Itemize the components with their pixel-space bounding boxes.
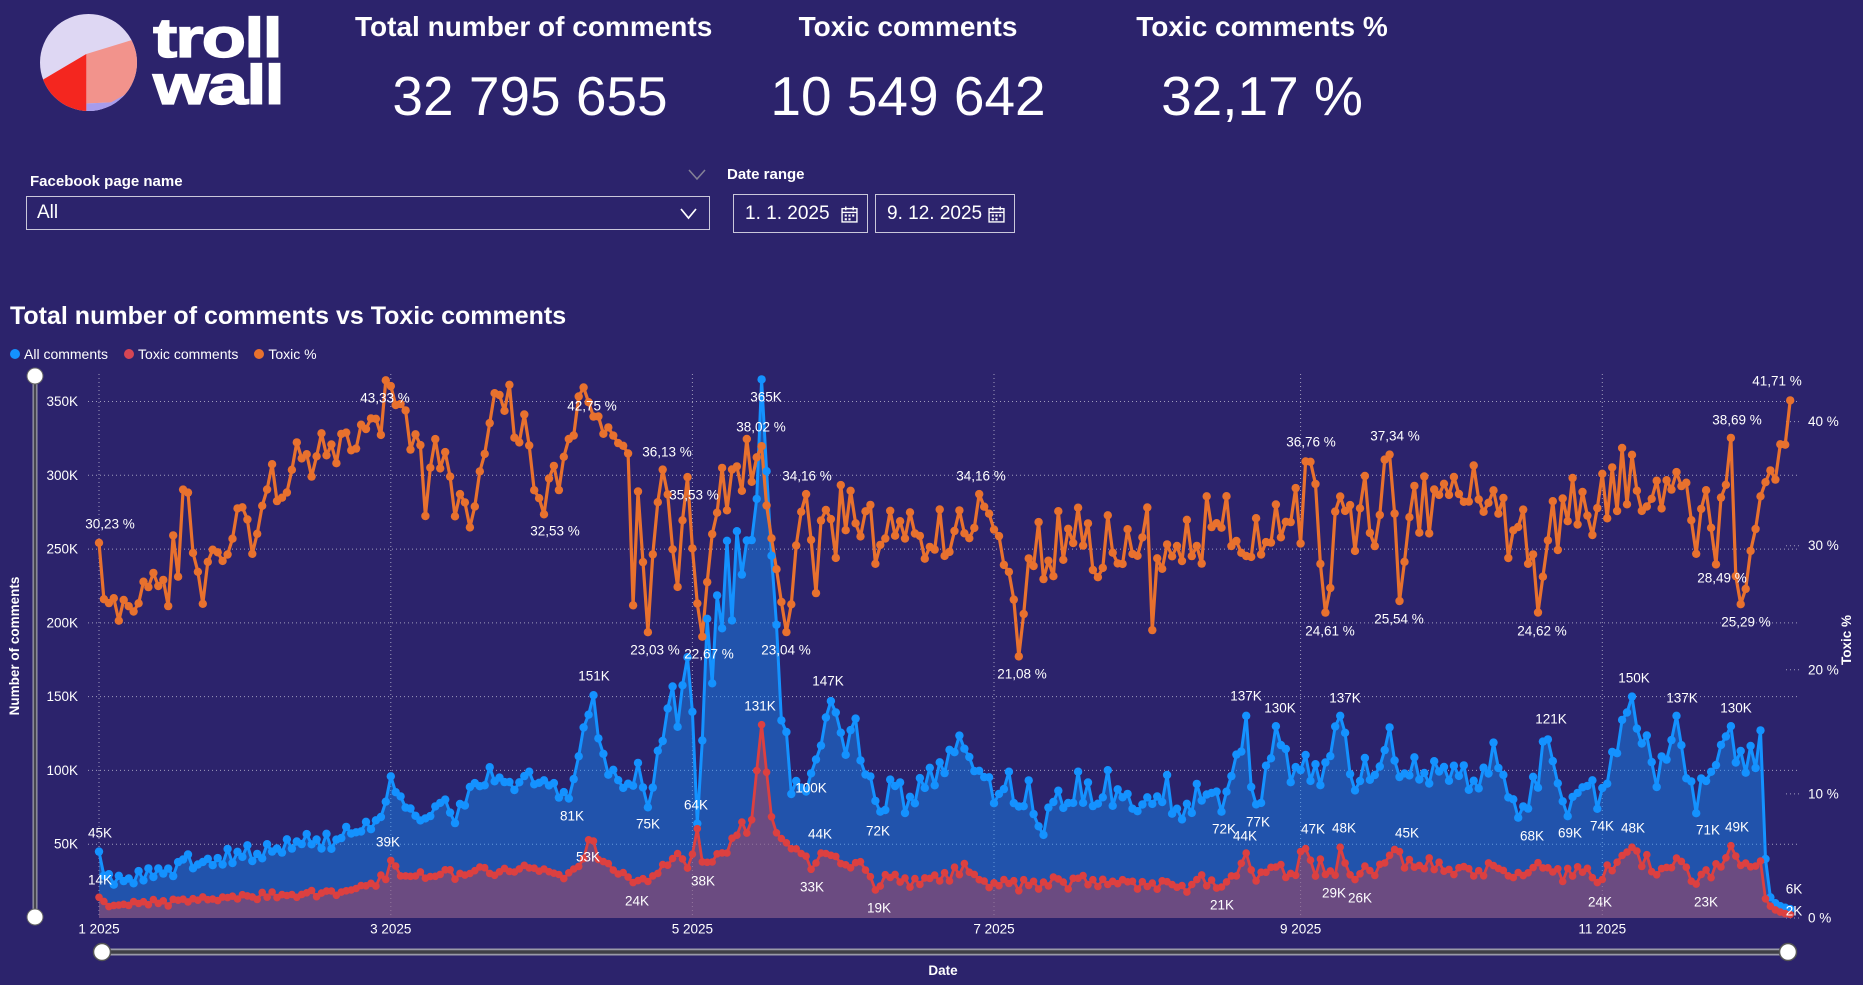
svg-text:30,23 %: 30,23 %	[85, 517, 135, 532]
svg-text:45K: 45K	[1395, 826, 1419, 841]
svg-text:45K: 45K	[88, 826, 112, 841]
svg-text:26K: 26K	[1348, 891, 1372, 906]
svg-text:100K: 100K	[795, 781, 827, 796]
svg-text:36,13 %: 36,13 %	[642, 445, 692, 460]
svg-text:1 2025: 1 2025	[78, 922, 119, 937]
svg-text:28,49 %: 28,49 %	[1697, 571, 1747, 586]
svg-text:22,67 %: 22,67 %	[684, 647, 734, 662]
svg-text:81K: 81K	[560, 809, 584, 824]
svg-text:72K: 72K	[866, 824, 890, 839]
svg-text:29K: 29K	[1322, 886, 1346, 901]
svg-text:34,16 %: 34,16 %	[956, 469, 1006, 484]
svg-text:36,76 %: 36,76 %	[1286, 435, 1336, 450]
svg-text:30 %: 30 %	[1808, 538, 1839, 553]
svg-text:131K: 131K	[744, 699, 776, 714]
svg-text:41,71 %: 41,71 %	[1752, 374, 1802, 389]
svg-text:19K: 19K	[867, 901, 891, 916]
svg-text:7 2025: 7 2025	[973, 922, 1014, 937]
svg-text:43,33 %: 43,33 %	[360, 391, 410, 406]
svg-text:68K: 68K	[1520, 829, 1544, 844]
svg-text:250K: 250K	[46, 542, 78, 557]
svg-text:33K: 33K	[800, 880, 824, 895]
svg-text:121K: 121K	[1535, 712, 1567, 727]
svg-text:20 %: 20 %	[1808, 662, 1839, 677]
svg-text:24,61 %: 24,61 %	[1305, 624, 1355, 639]
svg-text:3 2025: 3 2025	[370, 922, 411, 937]
svg-text:38K: 38K	[691, 874, 715, 889]
svg-text:64K: 64K	[684, 798, 708, 813]
svg-text:150K: 150K	[46, 689, 78, 704]
svg-text:200K: 200K	[46, 615, 78, 630]
svg-text:100K: 100K	[46, 763, 78, 778]
svg-text:24K: 24K	[1588, 895, 1612, 910]
svg-text:44K: 44K	[1233, 829, 1257, 844]
svg-text:130K: 130K	[1264, 701, 1296, 716]
svg-text:137K: 137K	[1666, 691, 1698, 706]
svg-text:300K: 300K	[46, 468, 78, 483]
svg-text:5 2025: 5 2025	[672, 922, 713, 937]
svg-text:25,29 %: 25,29 %	[1721, 615, 1771, 630]
svg-text:38,69 %: 38,69 %	[1712, 413, 1762, 428]
svg-text:6K: 6K	[1786, 882, 1803, 897]
svg-text:Number of comments: Number of comments	[7, 577, 22, 716]
svg-text:2K: 2K	[1786, 904, 1803, 919]
svg-text:50K: 50K	[54, 837, 78, 852]
svg-text:137K: 137K	[1329, 691, 1361, 706]
svg-text:365K: 365K	[750, 390, 782, 405]
svg-text:72K: 72K	[1212, 822, 1236, 837]
svg-text:69K: 69K	[1558, 826, 1582, 841]
svg-text:34,16 %: 34,16 %	[782, 469, 832, 484]
svg-text:71K: 71K	[1696, 823, 1720, 838]
svg-text:77K: 77K	[1246, 815, 1270, 830]
svg-text:21,08 %: 21,08 %	[997, 667, 1047, 682]
svg-text:35,53 %: 35,53 %	[669, 488, 719, 503]
svg-text:24,62 %: 24,62 %	[1517, 624, 1567, 639]
svg-text:151K: 151K	[578, 669, 610, 684]
svg-text:10 %: 10 %	[1808, 786, 1839, 801]
svg-text:9 2025: 9 2025	[1280, 922, 1321, 937]
svg-text:25,54 %: 25,54 %	[1374, 612, 1424, 627]
svg-text:40 %: 40 %	[1808, 414, 1839, 429]
svg-text:38,02 %: 38,02 %	[736, 420, 786, 435]
svg-text:23,03 %: 23,03 %	[630, 643, 680, 658]
svg-text:150K: 150K	[1618, 671, 1650, 686]
svg-text:44K: 44K	[808, 827, 832, 842]
svg-text:48K: 48K	[1332, 821, 1356, 836]
svg-text:47K: 47K	[1301, 822, 1325, 837]
svg-text:37,34 %: 37,34 %	[1370, 429, 1420, 444]
svg-text:147K: 147K	[812, 674, 844, 689]
svg-text:23K: 23K	[1694, 895, 1718, 910]
svg-text:11 2025: 11 2025	[1578, 922, 1626, 937]
svg-text:Toxic %: Toxic %	[1839, 615, 1854, 665]
svg-text:49K: 49K	[1725, 820, 1749, 835]
svg-text:74K: 74K	[1590, 819, 1614, 834]
svg-text:21K: 21K	[1210, 898, 1234, 913]
svg-text:75K: 75K	[636, 817, 660, 832]
svg-text:23,04 %: 23,04 %	[761, 643, 811, 658]
svg-text:24K: 24K	[625, 894, 649, 909]
svg-text:53K: 53K	[576, 850, 600, 865]
svg-text:350K: 350K	[46, 394, 78, 409]
svg-text:48K: 48K	[1621, 821, 1645, 836]
svg-text:42,75 %: 42,75 %	[567, 399, 617, 414]
svg-text:0 %: 0 %	[1808, 911, 1831, 926]
svg-text:137K: 137K	[1230, 689, 1262, 704]
svg-text:39K: 39K	[376, 835, 400, 850]
svg-text:130K: 130K	[1720, 701, 1752, 716]
svg-text:32,53 %: 32,53 %	[530, 524, 580, 539]
svg-text:Date: Date	[928, 963, 958, 978]
svg-text:14K: 14K	[88, 873, 112, 888]
